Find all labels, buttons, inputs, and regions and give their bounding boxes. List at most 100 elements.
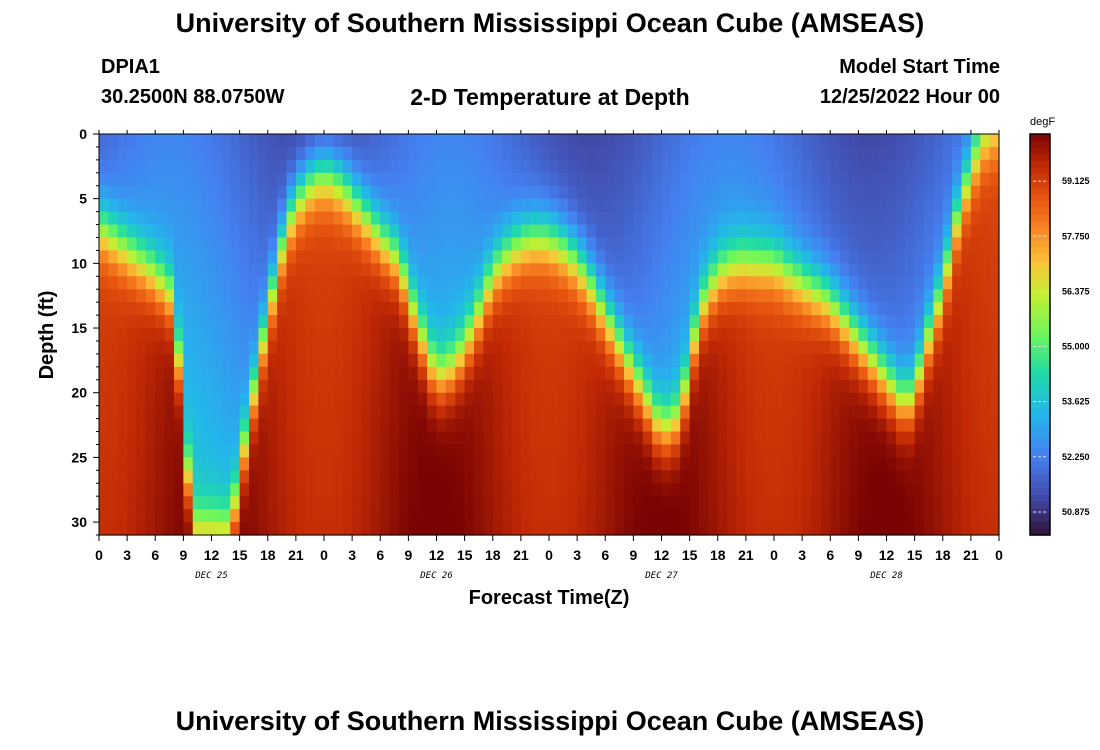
heatmap-cell <box>642 418 653 433</box>
heatmap-cell <box>192 353 203 368</box>
heatmap-cell <box>849 302 859 316</box>
heatmap-cell <box>117 379 128 394</box>
heatmap-cell <box>333 276 344 290</box>
heatmap-cell <box>708 289 719 303</box>
heatmap-cell <box>314 250 325 264</box>
heatmap-cell <box>474 366 484 381</box>
heatmap-cell <box>680 366 691 381</box>
heatmap-cell <box>774 250 784 264</box>
heatmap-cell <box>830 276 841 290</box>
heatmap-cell <box>230 444 241 458</box>
heatmap-cell <box>389 353 400 368</box>
colorbar-swatch <box>1030 414 1050 422</box>
heatmap-cell <box>942 405 953 420</box>
x-tick-label: 3 <box>798 547 806 563</box>
heatmap-cell <box>839 457 850 471</box>
heatmap-cell <box>277 340 288 355</box>
heatmap-cell <box>370 470 381 484</box>
heatmap-cell <box>624 509 634 523</box>
heatmap-cell <box>614 457 625 471</box>
heatmap-cell <box>520 211 531 226</box>
heatmap-cell <box>117 250 128 264</box>
heatmap-cell <box>136 185 147 200</box>
heatmap-cell <box>736 522 747 536</box>
heatmap-cell <box>849 134 859 148</box>
heatmap-cell <box>333 263 344 277</box>
heatmap-cell <box>530 263 541 277</box>
heatmap-cell <box>736 263 747 277</box>
heatmap-cell <box>464 315 475 329</box>
heatmap-cell <box>324 418 334 433</box>
heatmap-cell <box>708 146 719 161</box>
heatmap-cell <box>755 185 766 200</box>
heatmap-cell <box>652 250 663 264</box>
heatmap-cell <box>802 328 813 342</box>
heatmap-cell <box>980 340 991 355</box>
heatmap-cell <box>811 172 822 187</box>
heatmap-cell <box>858 418 869 433</box>
heatmap-cell <box>699 509 709 523</box>
heatmap-cell <box>699 211 709 226</box>
heatmap-cell <box>155 353 166 368</box>
heatmap-cell <box>708 237 719 252</box>
heatmap-cell <box>661 237 672 252</box>
heatmap-cell <box>389 444 400 458</box>
heatmap-cell <box>99 289 109 303</box>
heatmap-cell <box>849 457 859 471</box>
heatmap-cell <box>652 302 663 316</box>
heatmap-cell <box>127 263 138 277</box>
heatmap-cell <box>811 302 822 316</box>
heatmap-cell <box>408 185 419 200</box>
heatmap-cell <box>849 185 859 200</box>
heatmap-cell <box>755 328 766 342</box>
heatmap-cell <box>117 431 128 446</box>
heatmap-cell <box>192 159 203 174</box>
heatmap-cell <box>520 289 531 303</box>
heatmap-cell <box>136 211 147 226</box>
heatmap-cell <box>717 418 728 433</box>
heatmap-cell <box>324 431 334 446</box>
heatmap-cell <box>961 198 972 213</box>
heatmap-cell <box>595 198 606 213</box>
heatmap-cell <box>370 250 381 264</box>
heatmap-cell <box>539 431 550 446</box>
heatmap-cell <box>567 263 578 277</box>
heatmap-cell <box>914 237 925 252</box>
heatmap-cell <box>249 418 259 433</box>
heatmap-cell <box>811 276 822 290</box>
heatmap-cell <box>661 405 672 420</box>
heatmap-cell <box>427 172 438 187</box>
heatmap-cell <box>577 418 588 433</box>
heatmap-cell <box>736 159 747 174</box>
heatmap-cell <box>820 185 831 200</box>
heatmap-cell <box>370 418 381 433</box>
heatmap-cell <box>558 289 569 303</box>
heatmap-cell <box>502 250 513 264</box>
heatmap-cell <box>708 185 719 200</box>
heatmap-cell <box>127 328 138 342</box>
heatmap-cell <box>689 483 700 497</box>
heatmap-cell <box>361 418 372 433</box>
heatmap-cell <box>333 315 344 329</box>
heatmap-cell <box>708 224 719 239</box>
heatmap-cell <box>961 302 972 316</box>
heatmap-cell <box>408 392 419 407</box>
heatmap-cell <box>220 444 231 458</box>
heatmap-cell <box>155 146 166 161</box>
heatmap-cell <box>802 444 813 458</box>
heatmap-cell <box>174 315 184 329</box>
colorbar-swatch <box>1030 214 1050 222</box>
heatmap-cell <box>736 496 747 510</box>
heatmap-cell <box>652 211 663 226</box>
colorbar-tick-label: 55.000 <box>1062 342 1090 352</box>
heatmap-cell <box>352 237 363 252</box>
heatmap-cell <box>352 340 363 355</box>
heatmap-cell <box>755 353 766 368</box>
heatmap-cell <box>942 289 953 303</box>
heatmap-cell <box>164 159 175 174</box>
heatmap-cell <box>380 263 391 277</box>
heatmap-cell <box>474 496 484 510</box>
heatmap-cell <box>436 444 447 458</box>
heatmap-cell <box>436 315 447 329</box>
heatmap-cell <box>924 185 934 200</box>
